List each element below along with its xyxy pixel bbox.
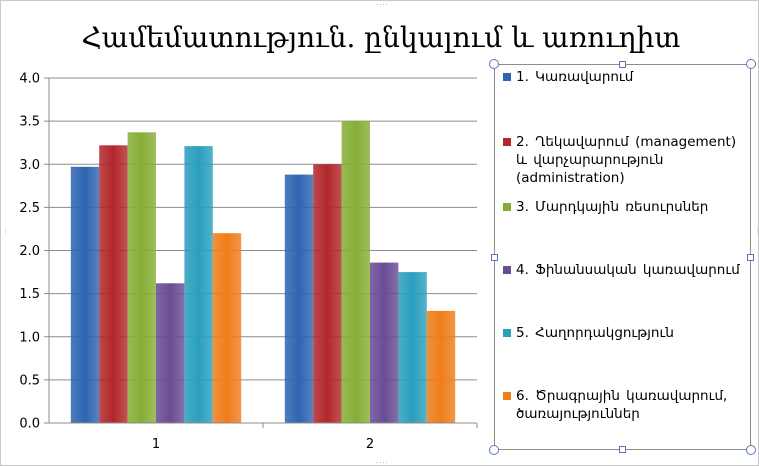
bar-series-4-cat-1[interactable]	[156, 283, 185, 423]
legend-resize-handle-left[interactable]	[491, 254, 498, 261]
legend-swatch-6	[503, 392, 511, 400]
y-tick-label: 1.5	[19, 287, 40, 302]
legend-resize-handle-top-right[interactable]	[746, 59, 756, 69]
y-tick-label: 1.0	[19, 330, 40, 345]
chart-resize-grip-left[interactable]: ⋮	[2, 227, 10, 235]
legend-item-4: 4. Ֆինանսական կառավարում	[503, 261, 743, 279]
x-tick-label: 1	[152, 437, 160, 452]
legend-resize-handle-bottom[interactable]	[619, 446, 626, 453]
legend-item-1: 1. Կառավարում	[503, 68, 743, 86]
bar-series-6-cat-1[interactable]	[212, 233, 242, 423]
y-tick-label: 2.5	[19, 201, 40, 216]
legend-label-3: 3. Մարդկային ռեսուրսներ	[516, 199, 709, 215]
legend-swatch-2	[503, 138, 511, 146]
bar-series-3-cat-1[interactable]	[127, 132, 156, 424]
legend-label-4: 4. Ֆինանսական կառավարում	[516, 262, 740, 278]
y-tick-label: 3.5	[19, 115, 40, 130]
legend-resize-handle-top[interactable]	[619, 61, 626, 68]
y-tick-label: 2.0	[19, 244, 40, 259]
legend-item-6: 6. Ծրագրային կառավարում, ծառայություններ	[503, 387, 743, 423]
legend-resize-handle-right[interactable]	[747, 254, 754, 261]
legend-swatch-1	[503, 73, 511, 81]
bar-series-5-cat-2[interactable]	[398, 272, 427, 423]
y-tick-label: 0.5	[19, 373, 40, 388]
bar-series-1-cat-2[interactable]	[284, 174, 314, 423]
legend-resize-handle-bottom-right[interactable]	[746, 445, 756, 455]
bar-series-2-cat-2[interactable]	[313, 164, 342, 424]
legend-label-2: 2. Ղեկավարում (management) և վարչարարութ…	[516, 134, 737, 186]
legend-item-2: 2. Ղեկավարում (management) և վարչարարութ…	[503, 133, 743, 187]
bar-series-1-cat-1[interactable]	[70, 166, 100, 424]
bar-series-2-cat-1[interactable]	[99, 145, 128, 424]
y-tick-label: 0.0	[19, 417, 40, 432]
legend-swatch-4	[503, 266, 511, 274]
legend-item-3: 3. Մարդկային ռեսուրսներ	[503, 198, 743, 216]
bar-series-5-cat-1[interactable]	[184, 146, 213, 423]
legend-label-1: 1. Կառավարում	[516, 69, 634, 85]
legend-swatch-3	[503, 203, 511, 211]
legend-item-5: 5. Հաղորդակցություն	[503, 324, 743, 342]
legend-label-5: 5. Հաղորդակցություն	[516, 325, 674, 341]
bar-series-6-cat-2[interactable]	[426, 310, 456, 423]
bar-series-3-cat-2[interactable]	[341, 121, 370, 423]
legend-swatch-5	[503, 329, 511, 337]
chart-resize-grip-top[interactable]: ····	[376, 1, 389, 9]
legend[interactable]: 1. Կառավարում 2. Ղեկավարում (management)…	[494, 64, 751, 450]
chart-resize-grip-right[interactable]: ⋮	[754, 227, 759, 235]
y-tick-label: 4.0	[19, 72, 40, 87]
bar-series-4-cat-2[interactable]	[370, 262, 399, 423]
legend-resize-handle-top-left[interactable]	[489, 59, 499, 69]
x-tick-label: 2	[366, 437, 374, 452]
chart-title: Համեմատություն. ընկալում և առուղիտ	[81, 21, 681, 54]
chart-resize-grip-bottom[interactable]: ····	[376, 459, 389, 467]
legend-resize-handle-bottom-left[interactable]	[489, 445, 499, 455]
y-tick-label: 3.0	[19, 158, 40, 173]
legend-label-6: 6. Ծրագրային կառավարում, ծառայություններ	[516, 388, 728, 422]
